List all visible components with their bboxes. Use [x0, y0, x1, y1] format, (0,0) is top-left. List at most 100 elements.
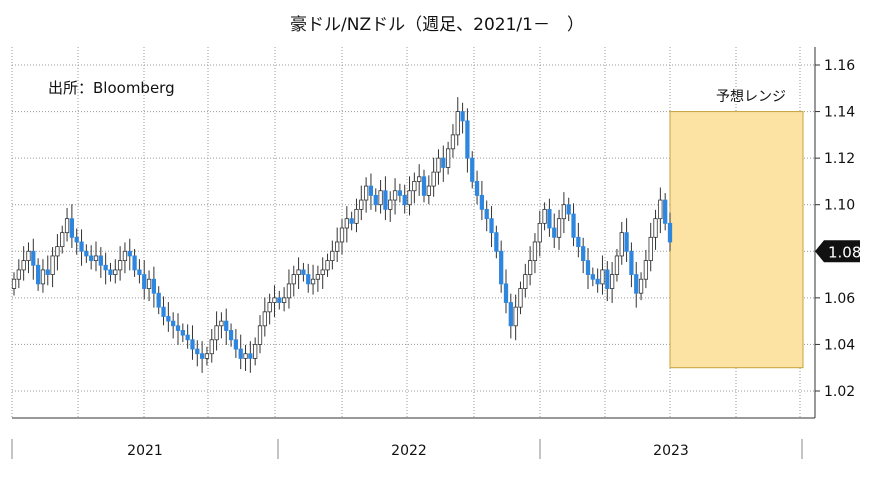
- candle-body: [291, 274, 296, 285]
- candle: [281, 287, 287, 312]
- candle-body: [84, 250, 89, 257]
- candle: [40, 259, 46, 293]
- candle: [436, 149, 441, 185]
- candle: [542, 202, 547, 231]
- candle-body: [470, 157, 475, 182]
- candle-body: [383, 190, 388, 210]
- candle: [190, 325, 195, 360]
- candle: [301, 262, 306, 282]
- y-tick-label: 1.04: [824, 337, 855, 353]
- candle-body: [585, 260, 591, 275]
- candle: [634, 261, 639, 308]
- candle-body: [127, 250, 132, 257]
- source-label: 出所：Bloomberg: [48, 79, 175, 97]
- candle-body: [335, 241, 340, 252]
- candle-body: [262, 311, 267, 327]
- candle-body: [137, 269, 142, 275]
- candle-body: [643, 260, 649, 280]
- candle-body: [55, 246, 60, 257]
- candle-body: [31, 250, 36, 266]
- candle: [576, 222, 581, 258]
- candle-body: [253, 344, 258, 359]
- candle: [474, 170, 480, 205]
- current-value-label: 1.08: [828, 243, 861, 261]
- candle: [552, 213, 557, 249]
- candle-body: [354, 208, 359, 224]
- candle: [21, 246, 26, 281]
- candle-body: [166, 316, 171, 322]
- candle-body: [561, 204, 567, 220]
- candle-body: [142, 274, 147, 289]
- candle-body: [344, 218, 349, 229]
- candle-body: [272, 297, 277, 303]
- candle-body: [484, 208, 489, 220]
- candle-body: [40, 269, 46, 285]
- candle-body: [69, 218, 75, 238]
- candle: [315, 265, 321, 292]
- candle-body: [349, 218, 354, 224]
- candle: [614, 248, 620, 282]
- candle-body: [648, 236, 653, 262]
- candle: [460, 102, 465, 134]
- candle: [638, 272, 644, 301]
- candle-body: [209, 339, 214, 355]
- candle-body: [373, 194, 378, 206]
- candle-body: [658, 199, 663, 220]
- candle-body: [576, 236, 581, 248]
- candle-body: [609, 274, 615, 289]
- candle: [667, 212, 673, 251]
- candle: [609, 261, 615, 303]
- year-label: 2021: [127, 443, 163, 459]
- candle-body: [238, 348, 243, 359]
- candle-body: [503, 283, 509, 303]
- axes: 1.02 1.04 1.06 1.08 1.10 1.12 1.14 1.16 2021 2022…: [11, 47, 861, 459]
- candle: [98, 247, 103, 278]
- candle: [69, 204, 75, 249]
- candle: [64, 207, 70, 242]
- candle-body: [523, 274, 528, 289]
- candle: [426, 175, 431, 205]
- candle-body: [363, 185, 369, 201]
- candle: [248, 341, 253, 373]
- candle-body: [89, 255, 94, 261]
- candle-body: [21, 260, 26, 271]
- candle-body: [624, 232, 629, 252]
- candle: [619, 221, 624, 265]
- candle: [518, 281, 523, 315]
- candle-body: [195, 348, 200, 355]
- candle-body: [441, 157, 446, 168]
- candle: [137, 259, 142, 284]
- candle-body: [392, 190, 398, 201]
- candle: [132, 248, 137, 277]
- candle-body: [122, 250, 128, 262]
- candle: [310, 264, 316, 295]
- candle: [605, 261, 610, 302]
- candle: [479, 180, 485, 221]
- candle-body: [175, 325, 181, 331]
- candle: [417, 164, 422, 196]
- candle: [185, 324, 190, 349]
- candle: [74, 228, 79, 255]
- candle-body: [50, 255, 55, 275]
- candle: [431, 157, 436, 197]
- candle-body: [474, 181, 480, 196]
- candle-body: [605, 269, 610, 289]
- candle-body: [359, 199, 364, 210]
- candle-body: [445, 148, 451, 168]
- candle: [581, 237, 586, 274]
- candle: [344, 206, 349, 243]
- candle-body: [132, 255, 137, 271]
- candle: [624, 218, 629, 262]
- candle-body: [146, 278, 152, 289]
- candle: [566, 197, 571, 222]
- candle-body: [532, 241, 538, 262]
- candle: [373, 188, 378, 212]
- candle-body: [407, 190, 412, 206]
- y-tick-label: 1.16: [824, 58, 855, 74]
- candle: [127, 238, 132, 271]
- y-tick-label: 1.02: [824, 384, 855, 400]
- candle: [233, 329, 239, 358]
- candle: [527, 246, 533, 286]
- candle-body: [267, 302, 272, 313]
- candle: [335, 227, 340, 262]
